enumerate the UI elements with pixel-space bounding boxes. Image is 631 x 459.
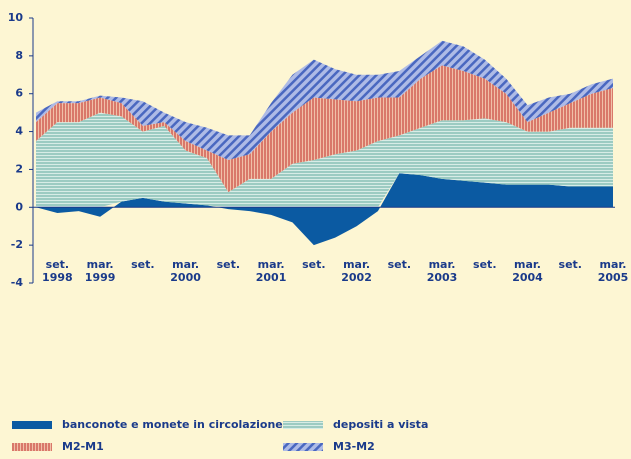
x-tick-label: mar. <box>172 258 199 271</box>
y-tick-label: 0 <box>15 200 23 213</box>
x-year-label: 1999 <box>85 271 116 284</box>
x-tick-label: mar. <box>87 258 114 271</box>
x-tick-label: set. <box>559 258 582 271</box>
x-year-label: 2000 <box>170 271 201 284</box>
x-year-label: 2001 <box>256 271 287 284</box>
y-tick-label: -2 <box>11 238 23 251</box>
x-tick-label: set. <box>302 258 325 271</box>
x-tick-label: mar. <box>429 258 456 271</box>
legend-label: M2-M1 <box>62 440 104 453</box>
x-tick-label: mar. <box>258 258 285 271</box>
x-year-label: 2004 <box>512 271 543 284</box>
x-tick-label: mar. <box>600 258 627 271</box>
legend-swatch <box>12 421 52 429</box>
x-year-label: 2003 <box>427 271 458 284</box>
legend-swatch <box>283 443 323 451</box>
y-tick-label: 10 <box>8 11 24 24</box>
legend-label: M3-M2 <box>333 440 375 453</box>
y-tick-label: 6 <box>15 87 23 100</box>
x-year-label: 2002 <box>341 271 372 284</box>
x-tick-label: set. <box>131 258 154 271</box>
legend-label: banconote e monete in circolazione <box>62 418 283 431</box>
x-tick-label: mar. <box>343 258 370 271</box>
y-tick-label: -4 <box>11 276 24 289</box>
x-tick-label: set. <box>388 258 411 271</box>
legend-swatch <box>12 443 52 451</box>
area <box>36 173 613 246</box>
y-tick-label: 8 <box>15 49 23 62</box>
legend-label: depositi a vista <box>333 418 428 431</box>
area <box>36 112 613 208</box>
x-tick-label: set. <box>473 258 496 271</box>
area <box>36 65 613 193</box>
legend-swatch <box>283 421 323 429</box>
y-tick-label: 2 <box>15 162 23 175</box>
x-tick-label: mar. <box>514 258 541 271</box>
x-tick-label: set. <box>46 258 69 271</box>
y-tick-label: 4 <box>15 125 23 138</box>
area <box>36 40 613 160</box>
x-year-label: 1998 <box>42 271 73 284</box>
x-tick-label: set. <box>217 258 240 271</box>
x-year-label: 2005 <box>598 271 629 284</box>
